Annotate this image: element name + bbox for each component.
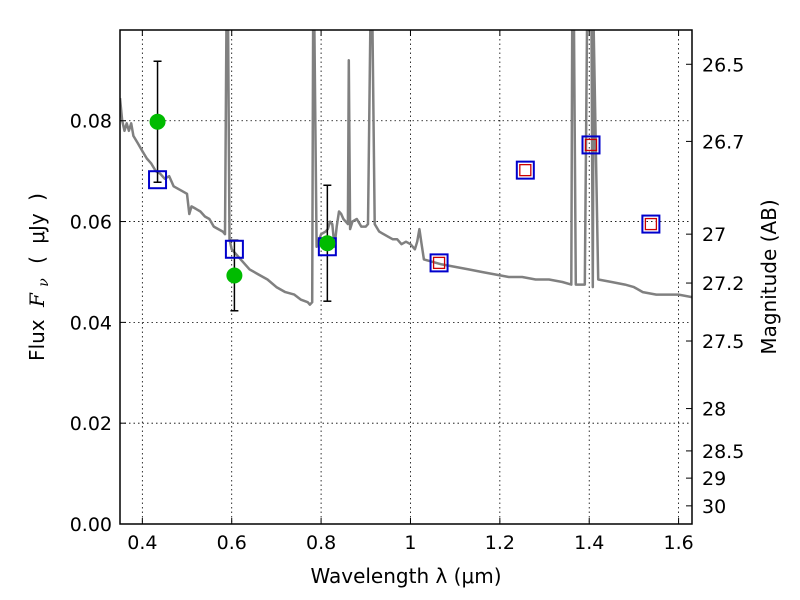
x-tick-label: 0.6 <box>217 532 247 554</box>
model-photometry-square <box>148 170 168 190</box>
x-tick-label: 0.8 <box>306 532 336 554</box>
x-tick-label: 1.4 <box>574 532 604 554</box>
x-tick-label: 1.6 <box>663 532 693 554</box>
y2-tick-label: 27 <box>702 224 726 246</box>
model-photometry-inner-square <box>644 217 658 231</box>
observed-flux-point <box>226 267 243 284</box>
y-axis-label-subscript: ν <box>36 278 52 287</box>
observed-flux-point <box>319 235 336 252</box>
y2-tick-label: 28.5 <box>702 441 744 463</box>
model-photometry-square <box>641 214 661 234</box>
y-axis-label: Flux F ν ( μJy ) <box>25 193 53 361</box>
y-axis-label-close: ) <box>25 193 49 201</box>
model-photometry-inner-square <box>519 163 532 177</box>
x-tick-label: 1.2 <box>485 532 515 554</box>
y2-tick-label: 26.5 <box>702 54 744 76</box>
model-photometry-square <box>429 253 449 273</box>
y-axis-label-open: ( <box>25 256 49 264</box>
y-tick-label: 0.00 <box>70 514 112 536</box>
y2-tick-label: 30 <box>702 496 726 518</box>
y2-axis-label: Magnitude (AB) <box>757 199 781 354</box>
model-photometry-square <box>581 135 601 155</box>
y2-tick-label: 26.7 <box>702 131 744 153</box>
y2-tick-label: 27.5 <box>702 331 744 353</box>
x-axis-label: Wavelength λ (μm) <box>310 564 501 588</box>
y-tick-label: 0.04 <box>70 312 112 334</box>
y2-tick-label: 28 <box>702 399 726 421</box>
grid-lines <box>120 30 692 525</box>
model-photometry-square <box>515 160 535 180</box>
y-tick-label: 0.08 <box>70 111 112 133</box>
x-tick-label: 0.4 <box>127 532 157 554</box>
y2-tick-label: 27.2 <box>702 273 744 295</box>
y-axis-label-prefix: Flux <box>25 319 49 361</box>
y-axis-label-symbol: F <box>25 292 49 308</box>
x-tick-label: 1 <box>404 532 416 554</box>
y2-tick-label: 29 <box>702 468 726 490</box>
model-photometry-inner-square <box>584 138 598 152</box>
plot-area <box>120 30 692 312</box>
model-photometry-square <box>224 239 244 259</box>
y-tick-label: 0.06 <box>70 212 112 234</box>
axis-ticks: 0.4 0.6 0.8 1 1.2 1.4 1.6 0.00 0.02 0.04 0.06 0.08 2… <box>70 30 744 554</box>
plot-frame <box>119 29 693 525</box>
y-axis-label-unit: μJy <box>25 213 49 244</box>
model-spectrum-line <box>120 30 692 306</box>
plot-clip-group <box>120 30 692 312</box>
model-photometry-inner-square <box>432 256 446 270</box>
observed-flux-point <box>149 113 166 130</box>
y-tick-label: 0.02 <box>70 413 112 435</box>
